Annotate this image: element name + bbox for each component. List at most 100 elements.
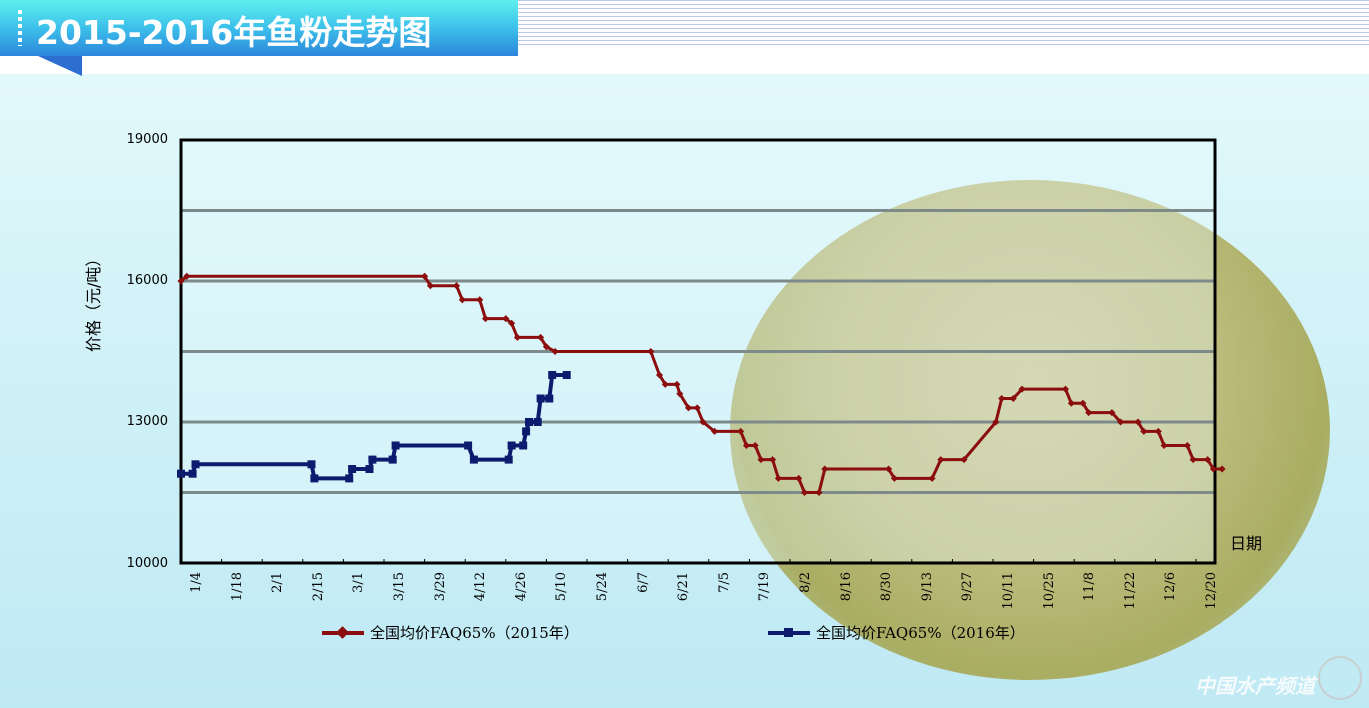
x-tick-label: 7/5 <box>716 572 732 593</box>
x-axis-label: 日期 <box>1230 534 1263 553</box>
data-point-2015 <box>647 347 655 356</box>
data-point-2015 <box>426 282 434 290</box>
x-tick-label: 11/22 <box>1122 572 1138 610</box>
data-point-2016 <box>519 441 528 450</box>
data-point-2016 <box>307 460 316 469</box>
data-point-2016 <box>345 474 354 483</box>
data-point-2016 <box>177 469 185 478</box>
x-tick-label: 5/24 <box>595 572 610 602</box>
data-point-2015 <box>890 474 898 482</box>
data-point-2015 <box>661 380 669 388</box>
page-title: 2015-2016年鱼粉走势图 <box>36 13 432 52</box>
title-banner: 2015-2016年鱼粉走势图 <box>0 0 518 56</box>
data-point-2015 <box>452 282 461 290</box>
legend-swatch <box>322 625 364 639</box>
data-point-2016 <box>507 441 516 450</box>
data-point-2015 <box>508 319 516 327</box>
x-tick-label: 6/7 <box>635 572 651 593</box>
data-point-2015 <box>476 296 484 304</box>
fishmeal-pile-image <box>730 180 1330 680</box>
x-tick-label: 6/21 <box>676 572 692 602</box>
data-point-2016 <box>522 427 531 436</box>
data-point-2015 <box>177 277 185 285</box>
x-tick-label: 2/1 <box>270 572 286 593</box>
data-point-2015 <box>551 347 559 356</box>
data-point-2015 <box>542 343 550 351</box>
banner-tail <box>38 56 82 76</box>
data-point-2015 <box>1009 394 1017 403</box>
data-point-2015 <box>815 488 823 497</box>
data-point-2015 <box>751 441 759 450</box>
data-point-2015 <box>502 315 510 323</box>
x-tick-label: 12/20 <box>1204 572 1219 610</box>
data-point-2016 <box>368 455 377 464</box>
data-point-2015 <box>481 315 490 323</box>
x-tick-label: 11/8 <box>1082 572 1098 602</box>
data-point-2015 <box>757 456 765 464</box>
data-point-2015 <box>992 418 1000 426</box>
data-point-2016 <box>504 455 513 464</box>
data-point-2015 <box>742 441 751 450</box>
data-point-2016 <box>536 394 545 403</box>
header-stripes <box>518 0 1369 48</box>
watermark: 中国水产频道 <box>1195 674 1315 698</box>
data-point-2015 <box>928 474 936 482</box>
data-point-2016 <box>391 441 400 450</box>
data-point-2016 <box>525 418 533 426</box>
data-point-2015 <box>937 456 945 464</box>
data-point-2016 <box>388 455 397 464</box>
data-point-2016 <box>310 474 319 483</box>
data-point-2015 <box>821 465 829 473</box>
legend-item-2015: 全国均价FAQ65%（2015年） <box>322 622 579 643</box>
data-point-2015 <box>183 272 191 280</box>
y-tick: 19000 <box>126 132 168 147</box>
data-point-2015 <box>458 296 466 304</box>
data-point-2015 <box>1018 385 1026 393</box>
data-point-2015 <box>693 404 701 412</box>
data-point-2016 <box>533 418 542 426</box>
data-point-2015 <box>513 333 521 341</box>
x-tick-label: 1/18 <box>229 572 245 602</box>
legend-swatch <box>768 627 810 637</box>
plot-border <box>179 138 1217 565</box>
data-point-2016 <box>562 371 571 379</box>
globe-logo-icon <box>1318 656 1362 700</box>
data-point-2015 <box>537 333 545 341</box>
legend-label: 全国均价FAQ65%（2016年） <box>816 624 1025 642</box>
data-point-2015 <box>998 394 1006 403</box>
legend-label: 全国均价FAQ65%（2015年） <box>370 624 579 642</box>
data-point-2015 <box>655 371 664 379</box>
data-point-2016 <box>365 465 374 473</box>
data-point-2015 <box>676 390 684 398</box>
y-tick: 13000 <box>126 414 168 429</box>
data-point-2015 <box>960 456 968 464</box>
x-tick-label: 1/4 <box>189 572 204 593</box>
data-point-2015 <box>769 456 777 464</box>
y-tick: 16000 <box>126 273 168 288</box>
data-point-2016 <box>191 460 200 469</box>
data-point-2016 <box>464 441 473 450</box>
data-point-2015 <box>699 418 707 426</box>
data-point-2015 <box>421 272 429 280</box>
data-point-2016 <box>548 371 557 379</box>
data-point-2015 <box>1218 465 1226 473</box>
data-point-2016 <box>188 469 197 478</box>
x-tick-label: 12/6 <box>1163 572 1179 602</box>
data-point-2015 <box>673 380 681 388</box>
data-point-2016 <box>469 455 478 464</box>
data-point-2015 <box>774 474 782 482</box>
y-tick: 10000 <box>126 556 168 571</box>
x-tick-label: 10/25 <box>1041 572 1057 610</box>
y-axis-label: 价格（元/吨） <box>84 250 103 352</box>
data-point-2015 <box>885 465 893 473</box>
legend-item-2016: 全国均价FAQ65%（2016年） <box>768 622 1025 643</box>
data-point-2016 <box>348 465 357 473</box>
data-point-2016 <box>545 394 554 403</box>
data-point-2015 <box>800 488 809 497</box>
dots-decoration <box>18 10 22 46</box>
data-point-2015 <box>684 404 693 412</box>
data-point-2015 <box>737 427 745 435</box>
data-point-2015 <box>795 474 803 482</box>
data-point-2015 <box>711 427 719 435</box>
